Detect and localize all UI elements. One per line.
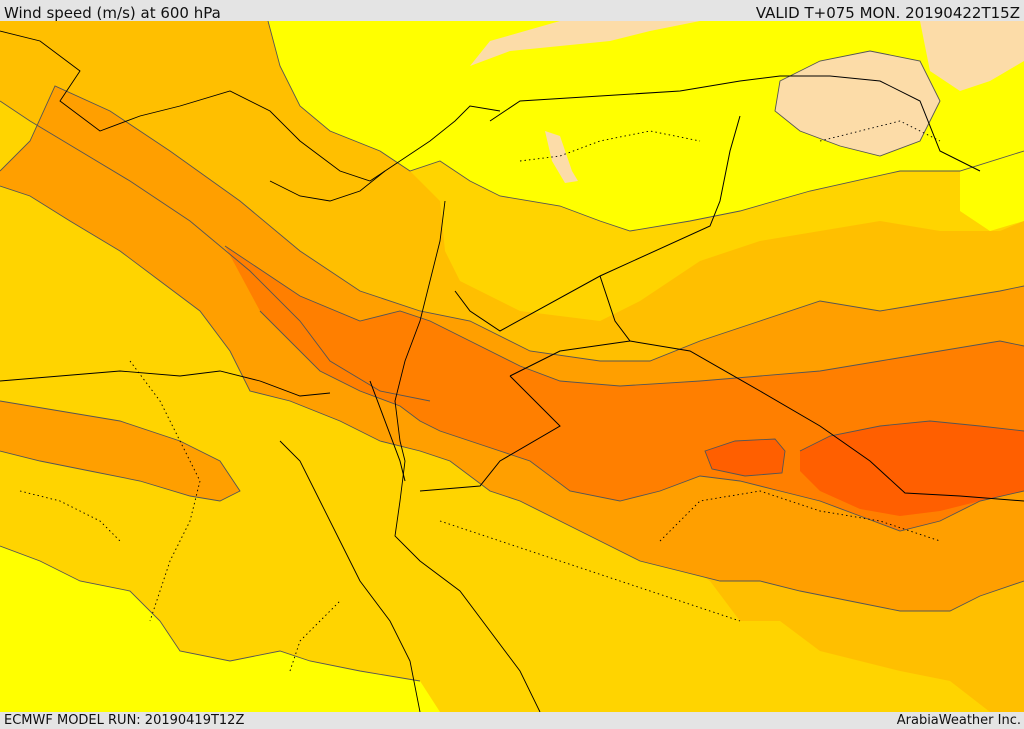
red-orange-zone-east (800, 421, 1024, 516)
coastlines (0, 30, 541, 712)
footer-bar: ECMWF MODEL RUN: 20190419T12Z ArabiaWeat… (0, 712, 1024, 729)
header-bar: Wind speed (m/s) at 600 hPa VALID T+075 … (0, 0, 1024, 22)
pale-zone-northeast (775, 51, 940, 156)
red-orange-zone-center (705, 439, 785, 476)
model-run-text: ECMWF MODEL RUN: 20190419T12Z (4, 713, 245, 728)
orange-zone-west (0, 401, 240, 501)
map-area (0, 21, 1024, 712)
contour-lines (0, 21, 1024, 682)
valid-time: VALID T+075 MON. 20190422T15Z (755, 4, 1020, 22)
pale-zone-north-2 (920, 21, 1024, 91)
wind-speed-map (0, 21, 1024, 712)
credit-text: ArabiaWeather Inc. (896, 713, 1021, 728)
pale-zone-north-1 (470, 21, 700, 66)
province-boundaries (19, 120, 941, 672)
yellow-zone-east (960, 151, 1024, 231)
map-title: Wind speed (m/s) at 600 hPa (4, 4, 221, 22)
yellow-zone-southwest (0, 546, 440, 712)
pale-zone-lake (545, 131, 578, 183)
country-borders (369, 75, 1024, 502)
